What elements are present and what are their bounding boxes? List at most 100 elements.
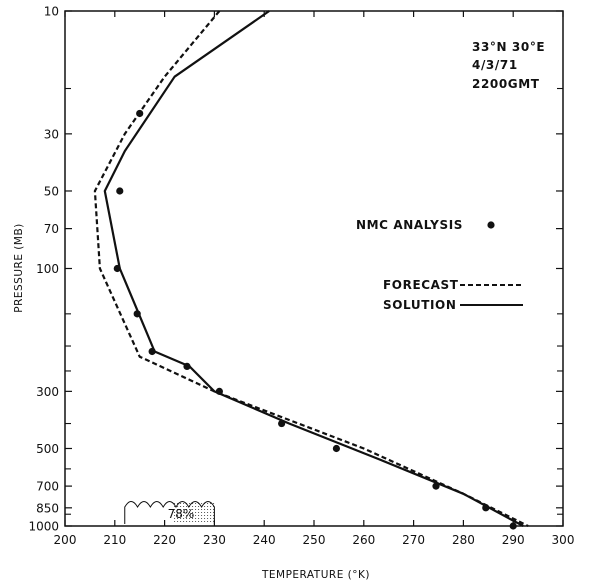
x-axis: 200 210 220 230 240 250 260 270 280 290 300 xyxy=(54,11,575,547)
cloud-stipple xyxy=(180,521,182,522)
cloud-stipple xyxy=(213,509,215,510)
cloud-stipple xyxy=(195,512,197,513)
cloud-stipple xyxy=(213,515,215,516)
cloud-stipple xyxy=(186,509,188,510)
x-tick-label: 280 xyxy=(452,533,475,547)
y-tick-label: 500 xyxy=(36,442,59,456)
cloud-stipple xyxy=(189,518,191,519)
cloud-stipple xyxy=(198,515,200,516)
cloud-stipple xyxy=(186,515,188,516)
legend-marker-nmc xyxy=(487,221,495,229)
cloud-stipple xyxy=(204,518,206,519)
y-tick-label: 70 xyxy=(44,222,59,236)
y-tick-label: 300 xyxy=(36,385,59,399)
cloud-stipple xyxy=(204,521,206,522)
legend-label-forecast: FORECAST xyxy=(383,278,459,292)
cloud-stipple xyxy=(201,521,203,522)
x-axis-title: TEMPERATURE (°K) xyxy=(261,569,370,581)
cloud-outline xyxy=(124,501,215,524)
cloud-stipple xyxy=(177,506,179,507)
location-annotation: 33°N 30°E 4/3/71 2200GMT xyxy=(472,40,545,91)
cloud-stipple xyxy=(207,509,209,510)
y-tick-label: 10 xyxy=(44,5,59,19)
cloud-stipple xyxy=(186,506,188,507)
cloud-stipple xyxy=(186,521,188,522)
x-tick-label: 230 xyxy=(203,533,226,547)
cloud-stipple xyxy=(201,509,203,510)
cloud-stipple xyxy=(198,506,200,507)
cloud-stipple xyxy=(201,515,203,516)
cloud-stipple xyxy=(180,515,182,516)
cloud-stipple xyxy=(177,515,179,516)
cloud-stipple xyxy=(177,503,179,504)
cloud-stipple xyxy=(174,509,176,510)
cloud-stipple xyxy=(192,509,194,510)
x-tick-label: 270 xyxy=(402,533,425,547)
cloud-stipple xyxy=(198,509,200,510)
cloud-stipple xyxy=(183,509,185,510)
cloud-stipple xyxy=(180,512,182,513)
legend-label-solution: SOLUTION xyxy=(383,298,457,312)
x-tick-label: 220 xyxy=(153,533,176,547)
cloud-stipple xyxy=(174,515,176,516)
cloud-stipple xyxy=(204,509,206,510)
cloud-stipple xyxy=(201,503,203,504)
cloud-stipple xyxy=(180,503,182,504)
cloud-stipple xyxy=(180,518,182,519)
cloud-stipple xyxy=(186,518,188,519)
x-tick-label: 250 xyxy=(303,533,326,547)
cloud-stipple xyxy=(189,521,191,522)
cloud-marker: 78% xyxy=(124,501,215,524)
y-axis-title: PRESSURE (MB) xyxy=(13,223,25,313)
cloud-stipple xyxy=(189,509,191,510)
cloud-stipple xyxy=(210,512,212,513)
x-tick-label: 260 xyxy=(352,533,375,547)
y-tick-label: 850 xyxy=(36,501,59,515)
nmc-analysis-point xyxy=(215,387,223,395)
solution-line xyxy=(103,10,524,527)
cloud-stipple xyxy=(213,503,215,504)
cloud-stipple xyxy=(186,512,188,513)
cloud-stipple xyxy=(192,512,194,513)
cloud-stipple xyxy=(174,512,176,513)
forecast-line xyxy=(93,10,529,527)
cloud-stipple xyxy=(174,503,176,504)
nmc-analysis-point xyxy=(116,187,124,195)
cloud-stipple xyxy=(207,503,209,504)
cloud-stipple xyxy=(183,521,185,522)
cloud-stipple xyxy=(213,518,215,519)
cloud-stipple xyxy=(174,521,176,522)
nmc-analysis-point xyxy=(278,419,286,428)
cloud-stipple xyxy=(207,521,209,522)
annotation-date: 4/3/71 xyxy=(472,58,518,72)
cloud-stipple xyxy=(177,518,179,519)
nmc-analysis-point xyxy=(509,522,517,530)
cloud-stipple xyxy=(192,518,194,519)
cloud-stipple xyxy=(192,515,194,516)
cloud-stipple xyxy=(177,509,179,510)
x-tick-label: 290 xyxy=(502,533,525,547)
cloud-stipple xyxy=(204,512,206,513)
cloud-stipple xyxy=(174,518,176,519)
legend-label-nmc: NMC ANALYSIS xyxy=(356,218,463,232)
cloud-stipple xyxy=(177,521,179,522)
cloud-stipple xyxy=(192,521,194,522)
y-tick-label: 700 xyxy=(36,480,59,494)
nmc-analysis-point xyxy=(332,444,341,453)
cloud-stipple xyxy=(177,512,179,513)
cloud-stipple xyxy=(195,518,197,519)
cloud-stipple xyxy=(213,512,215,513)
legend: NMC ANALYSIS FORECAST SOLUTION xyxy=(356,218,523,312)
x-tick-label: 300 xyxy=(552,533,575,547)
cloud-label: 78% xyxy=(168,507,195,521)
cloud-stipple xyxy=(174,506,176,507)
cloud-stipple xyxy=(192,506,194,507)
annotation-time: 2200GMT xyxy=(472,77,540,91)
cloud-stipple xyxy=(183,503,185,504)
cloud-stipple xyxy=(210,503,212,504)
y-tick-label: 100 xyxy=(36,262,59,276)
cloud-stipple xyxy=(198,512,200,513)
cloud-stipple xyxy=(204,506,206,507)
cloud-stipple xyxy=(204,515,206,516)
cloud-stipple xyxy=(180,506,182,507)
